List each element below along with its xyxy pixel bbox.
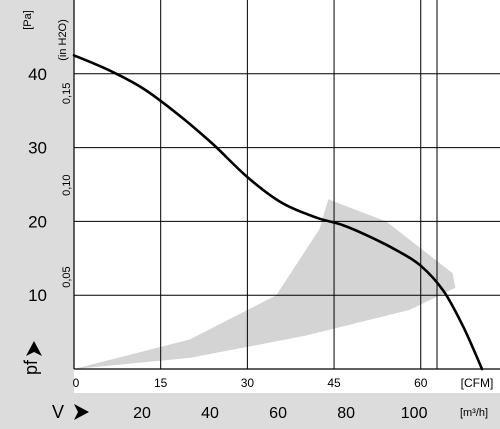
y-secondary-unit: (in H2O) <box>57 19 69 61</box>
labels: [Pa] (in H2O) pf V [CFM] [m³/h] 10 20 30 40… <box>21 10 493 422</box>
y-secondary-tick-label: 0,05 <box>61 266 73 287</box>
x-secondary-arrow-icon <box>74 404 89 420</box>
shaded-operating-region <box>74 199 456 369</box>
x-secondary-tick-label: 40 <box>201 405 219 422</box>
x-primary-unit: [CFM] <box>461 376 494 390</box>
y-secondary-tick-label: 0,10 <box>61 174 73 195</box>
y-primary-tick-label: 40 <box>28 65 47 84</box>
x-primary-tick-label: 0 <box>73 376 80 390</box>
x-secondary-unit: [m³/h] <box>460 407 488 419</box>
x-primary-tick-label: 30 <box>241 376 255 390</box>
y-primary-symbol: pf <box>21 359 41 375</box>
y-primary-unit: [Pa] <box>22 10 34 30</box>
y-primary-tick-label: 30 <box>28 139 47 158</box>
y-primary-arrow-icon <box>26 341 42 356</box>
curve-layer <box>72 54 484 371</box>
y-primary-tick-label: 20 <box>28 212 47 231</box>
x-primary-tick-label: 60 <box>414 376 428 390</box>
x-secondary-symbol: V <box>52 402 64 422</box>
x-secondary-tick-label: 20 <box>133 405 151 422</box>
y-primary-tick-label: 10 <box>28 286 47 305</box>
grid <box>74 0 500 369</box>
x-secondary-tick-label: 80 <box>337 405 355 422</box>
x-secondary-tick-label: 60 <box>269 405 287 422</box>
x-primary-tick-label: 45 <box>327 376 341 390</box>
axes <box>73 0 500 370</box>
x-secondary-tick-label: 100 <box>401 405 428 422</box>
performance-curve <box>72 54 484 371</box>
y-secondary-tick-label: 0,15 <box>61 83 73 104</box>
x-primary-tick-label: 15 <box>154 376 168 390</box>
shaded-region <box>74 199 456 369</box>
